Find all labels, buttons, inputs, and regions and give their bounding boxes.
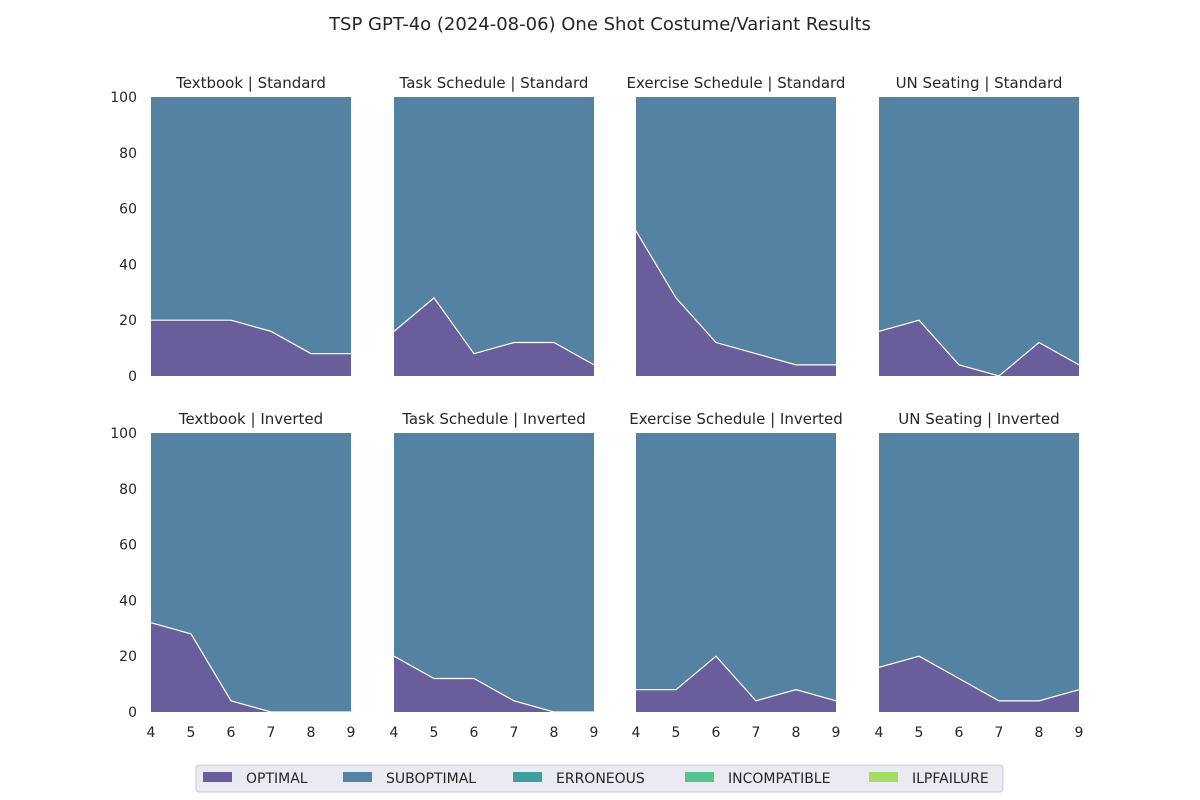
x-tick-label: 4: [875, 725, 884, 741]
panel-title: Textbook | Standard: [175, 74, 326, 92]
legend-item: INCOMPATIBLE: [685, 771, 830, 787]
area-optimal: [879, 320, 1079, 376]
x-tick-label: 7: [510, 725, 519, 741]
x-tick-label: 5: [430, 725, 439, 741]
legend-swatch: [203, 772, 232, 782]
area-optimal: [151, 320, 351, 376]
area-optimal: [636, 230, 836, 376]
panel: UN Seating | Standard: [878, 74, 1080, 377]
legend-swatch: [685, 772, 714, 782]
series-boundary-line: [150, 622, 351, 713]
x-tick-label: 4: [632, 725, 641, 741]
chart-title: TSP GPT-4o (2024-08-06) One Shot Costume…: [328, 14, 871, 35]
x-tick-label: 5: [915, 725, 924, 741]
legend-label: INCOMPATIBLE: [728, 771, 830, 787]
y-tick-label: 100: [110, 90, 137, 106]
panel: Task Schedule | Standard: [393, 74, 595, 376]
y-tick-label: 80: [119, 146, 137, 162]
x-tick-label: 8: [307, 725, 316, 741]
panel: Textbook | Standard 0 20 40 60 80 100: [110, 74, 351, 385]
x-tick-label: 5: [672, 725, 681, 741]
legend-item: SUBOPTIMAL: [343, 771, 476, 787]
legend: OPTIMAL SUBOPTIMAL ERRONEOUS INCOMPATIBLE IL…: [195, 764, 1004, 793]
x-tick-label: 7: [995, 725, 1004, 741]
y-tick-label: 80: [119, 482, 137, 498]
x-tick-label: 5: [187, 725, 196, 741]
legend-label: OPTIMAL: [246, 771, 308, 787]
y-tick-label: 0: [128, 705, 137, 721]
series-boundary-line: [393, 297, 595, 366]
x-tick-label: 9: [347, 725, 356, 741]
x-tick-label: 8: [1035, 725, 1044, 741]
legend-label: ILPFAILURE: [912, 771, 989, 787]
x-tick-label: 6: [227, 725, 236, 741]
panel-title: Task Schedule | Standard: [399, 74, 589, 92]
legend-label: ERRONEOUS: [556, 771, 645, 787]
legend-frame: [195, 764, 1004, 793]
x-tick-label: 7: [267, 725, 276, 741]
x-tick-label: 6: [955, 725, 964, 741]
panel-title: Task Schedule | Inverted: [401, 410, 586, 428]
y-tick-label: 20: [119, 649, 137, 665]
legend-swatch: [343, 772, 372, 782]
x-tick-label: 6: [470, 725, 479, 741]
panel-title: UN Seating | Standard: [896, 74, 1063, 92]
series-boundary-line: [636, 655, 837, 702]
panel-title: Exercise Schedule | Standard: [627, 74, 846, 92]
x-tick-label: 6: [712, 725, 721, 741]
area-optimal: [394, 297, 594, 376]
x-tick-label: 8: [792, 725, 801, 741]
area-optimal: [151, 622, 351, 712]
x-tick-label: 4: [390, 725, 399, 741]
legend-swatch: [869, 772, 898, 782]
y-tick-label: 20: [119, 313, 137, 329]
legend-item: OPTIMAL: [203, 771, 308, 787]
area-suboptimal: [394, 433, 594, 712]
series-boundary-line: [635, 230, 836, 366]
x-tick-label: 7: [752, 725, 761, 741]
area-optimal: [636, 656, 836, 712]
x-tick-label: 9: [832, 725, 841, 741]
panel: Task Schedule | Inverted 4 5 6 7 8 9: [390, 410, 599, 741]
panel: Exercise Schedule | Standard: [627, 74, 846, 376]
x-tick-label: 9: [590, 725, 599, 741]
series-boundary-line: [878, 319, 1080, 377]
legend-item: ERRONEOUS: [513, 771, 645, 787]
x-tick-label: 8: [550, 725, 559, 741]
series-boundary-line: [393, 655, 594, 713]
series-boundary-line: [151, 319, 351, 355]
area-optimal: [879, 656, 1079, 712]
y-tick-label: 0: [128, 369, 137, 385]
panel: Exercise Schedule | Inverted 4 5 6 7 8 9: [629, 410, 843, 741]
legend-label: SUBOPTIMAL: [386, 771, 476, 787]
panel-title: Exercise Schedule | Inverted: [629, 410, 843, 428]
x-tick-label: 9: [1075, 725, 1084, 741]
area-optimal: [394, 656, 594, 712]
y-tick-label: 40: [119, 257, 137, 273]
series-boundary-line: [878, 655, 1080, 702]
y-tick-label: 60: [119, 202, 137, 218]
y-tick-label: 40: [119, 593, 137, 609]
y-tick-label: 100: [110, 426, 137, 442]
panel-title: UN Seating | Inverted: [898, 410, 1059, 428]
y-tick-label: 60: [119, 538, 137, 554]
panel: UN Seating | Inverted 4 5 6 7 8 9: [875, 410, 1084, 741]
panel-title: Textbook | Inverted: [178, 410, 323, 428]
panel: Textbook | Inverted 0 20 40 60 80 100 4 5 6 7 8 9: [110, 410, 355, 741]
legend-item: ILPFAILURE: [869, 771, 989, 787]
x-tick-label: 4: [147, 725, 156, 741]
legend-swatch: [513, 772, 542, 782]
area-suboptimal: [636, 433, 836, 712]
